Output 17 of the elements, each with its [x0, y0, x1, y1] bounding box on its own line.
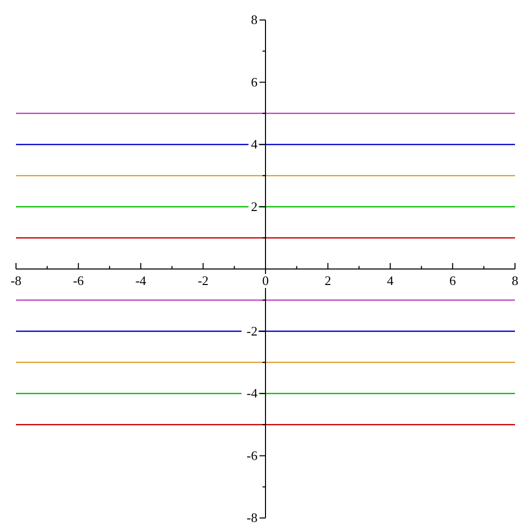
x-tick-label: 4 — [387, 273, 394, 288]
y-tick-label: -4 — [246, 386, 258, 400]
y-tick-label: 2 — [251, 198, 258, 214]
x-tick-label: 8 — [512, 273, 518, 288]
x-tick-label: -2 — [198, 273, 209, 288]
x-tick-label: -6 — [72, 273, 84, 288]
y-tick-label: 4 — [251, 136, 258, 152]
x-tick-label: -8 — [10, 273, 22, 288]
x-tick-label: 2 — [324, 273, 332, 288]
y-tick-label: -8 — [246, 510, 258, 523]
y-tick-label: 6 — [251, 74, 258, 90]
y-tick-label: -6 — [246, 448, 258, 463]
y-tick-label: 8 — [251, 12, 258, 27]
x-tick-label: 0 — [262, 273, 269, 288]
y-tick-label: -2 — [246, 323, 258, 338]
x-tick-label: 6 — [449, 273, 456, 288]
x-tick-label: -4 — [135, 273, 147, 288]
